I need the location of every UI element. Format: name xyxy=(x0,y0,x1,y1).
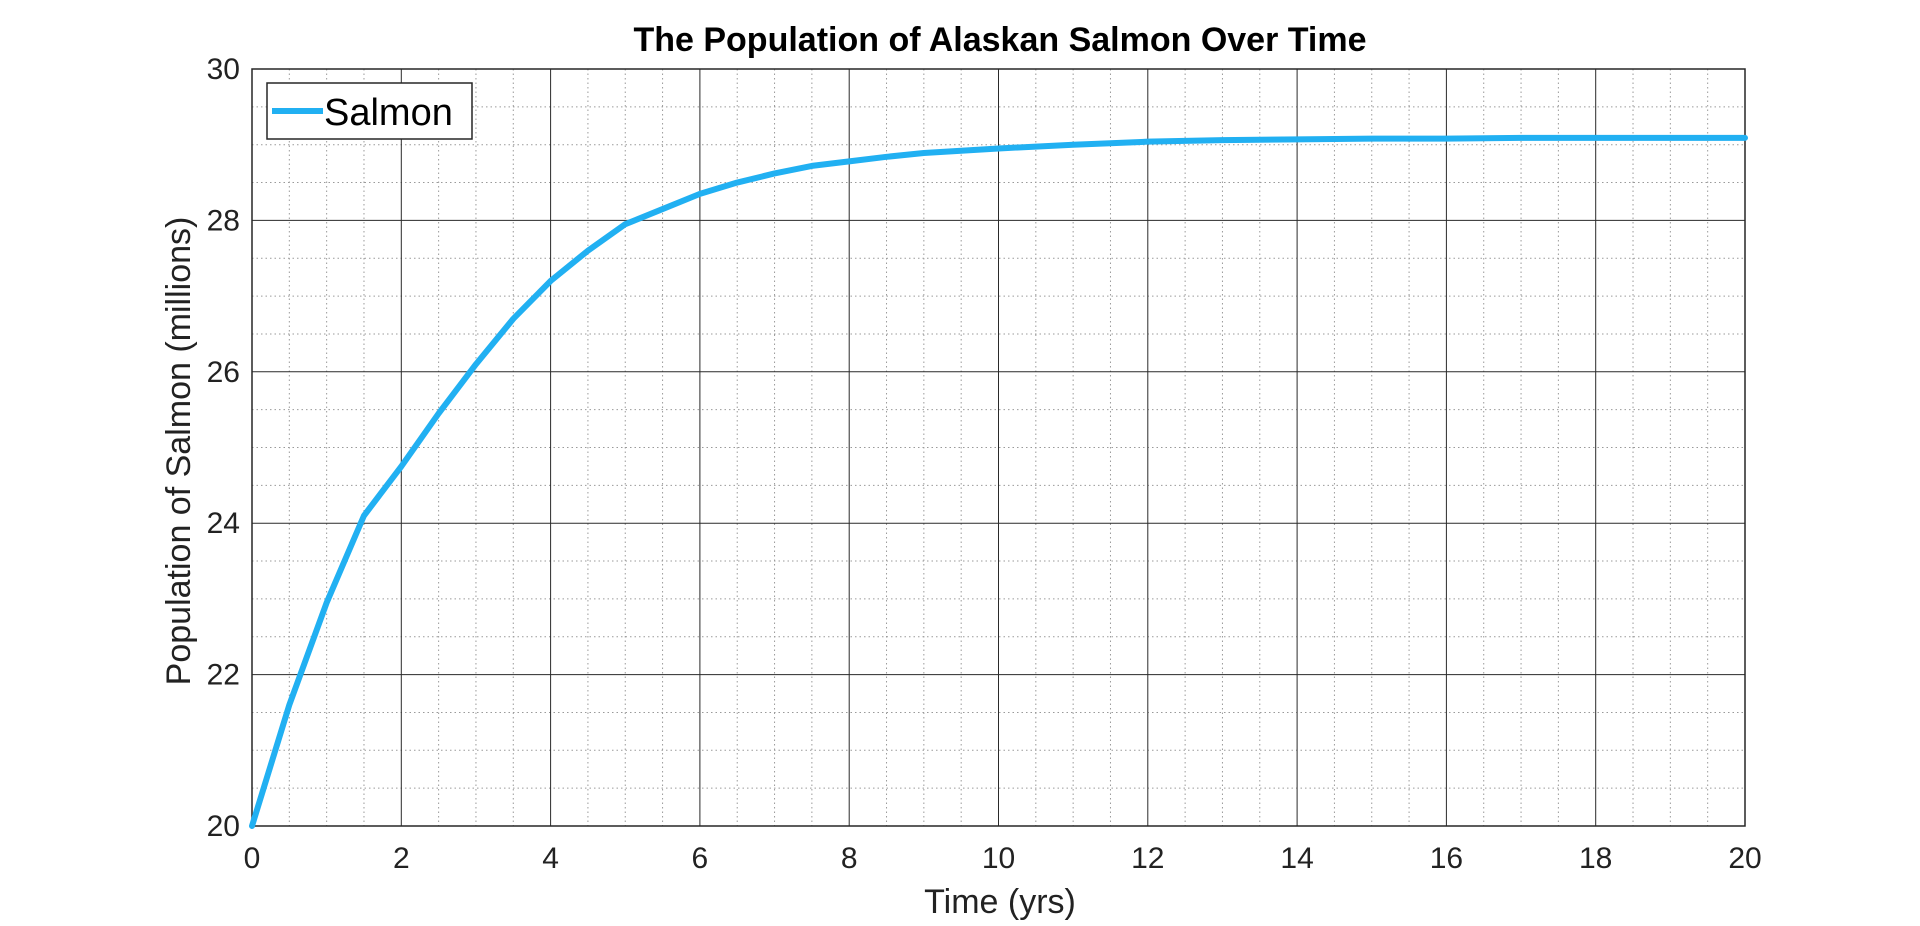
legend: Salmon xyxy=(266,82,473,140)
x-tick-label: 6 xyxy=(692,842,709,875)
x-tick-label: 12 xyxy=(1131,842,1164,875)
y-tick-label: 30 xyxy=(207,53,240,86)
y-tick-label: 20 xyxy=(207,810,240,843)
series-line-salmon xyxy=(249,134,1748,829)
x-tick-label: 10 xyxy=(982,842,1015,875)
chart-title: The Population of Alaskan Salmon Over Ti… xyxy=(633,21,1366,59)
y-tick-label: 28 xyxy=(207,204,240,237)
y-tick-label: 24 xyxy=(207,507,240,540)
x-tick-label: 14 xyxy=(1280,842,1313,875)
legend-label-salmon: Salmon xyxy=(324,92,453,134)
x-tick-label: 2 xyxy=(393,842,410,875)
x-axis-label: Time (yrs) xyxy=(924,883,1076,921)
x-tick-label: 4 xyxy=(542,842,559,875)
plot-area xyxy=(251,68,1746,827)
x-tick-label: 16 xyxy=(1430,842,1463,875)
y-axis-label: Population of Salmon (millions) xyxy=(160,217,198,686)
series-layer xyxy=(249,134,1748,829)
y-tick-label: 26 xyxy=(207,356,240,389)
y-axis-ticks: 20 22 24 26 28 30 xyxy=(207,53,240,843)
x-tick-label: 18 xyxy=(1579,842,1612,875)
y-tick-label: 22 xyxy=(207,659,240,692)
minor-grid xyxy=(252,69,1745,826)
x-tick-label: 8 xyxy=(841,842,858,875)
x-tick-label: 20 xyxy=(1728,842,1761,875)
x-axis-ticks: 0 2 4 6 8 10 12 14 16 18 20 xyxy=(244,842,1762,875)
x-tick-label: 0 xyxy=(244,842,261,875)
